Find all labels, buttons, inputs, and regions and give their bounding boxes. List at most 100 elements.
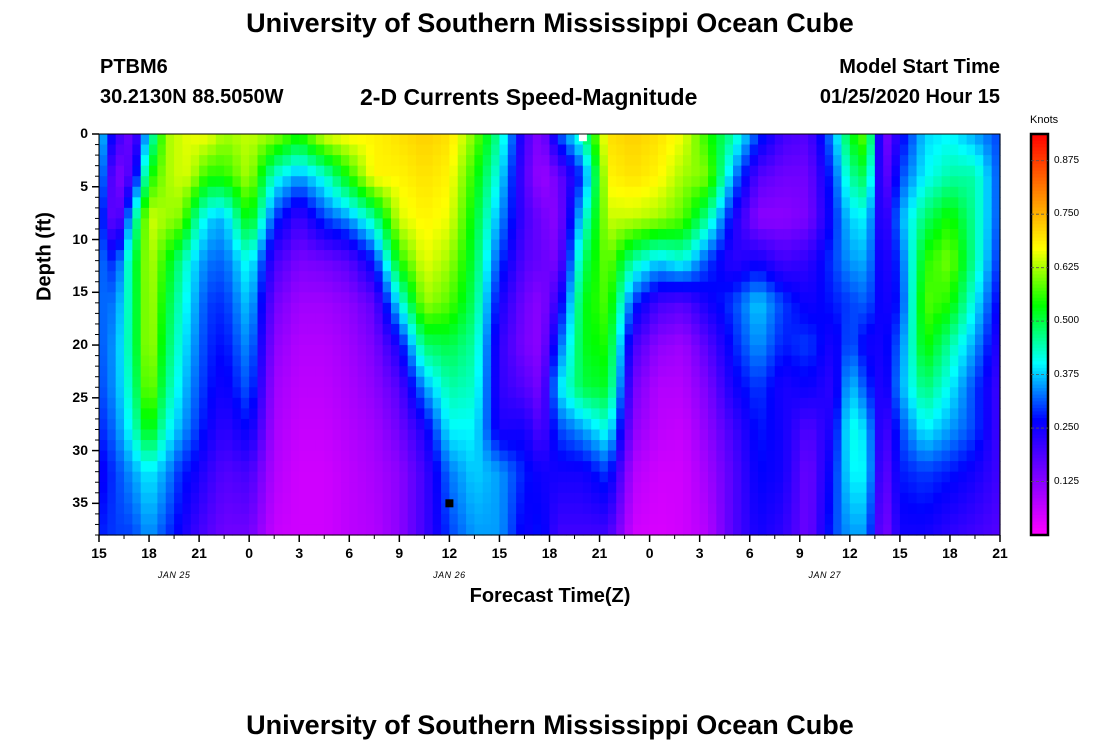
- heatmap-cell: [207, 450, 217, 462]
- heatmap-cell: [491, 345, 501, 357]
- heatmap-cell: [115, 176, 125, 188]
- heatmap-cell: [599, 387, 609, 399]
- heatmap-cell: [432, 345, 442, 357]
- heatmap-cell: [524, 144, 534, 156]
- heatmap-cell: [307, 397, 317, 409]
- heatmap-cell: [99, 471, 108, 483]
- heatmap-cell: [816, 197, 826, 209]
- heatmap-cell: [741, 345, 751, 357]
- heatmap-cell: [674, 228, 684, 241]
- heatmap-cell: [983, 418, 993, 431]
- heatmap-cell: [390, 186, 400, 198]
- heatmap-cell: [541, 524, 551, 536]
- heatmap-cell: [833, 429, 843, 441]
- heatmap-cell: [566, 408, 576, 420]
- heatmap-cell: [716, 302, 726, 314]
- heatmap-cell: [933, 176, 943, 188]
- heatmap-cell: [741, 281, 751, 293]
- heatmap-cell: [624, 429, 634, 441]
- heatmap-cell: [557, 429, 567, 441]
- heatmap-cell: [766, 471, 776, 483]
- heatmap-cell: [649, 397, 659, 409]
- heatmap-cell: [557, 418, 567, 431]
- heatmap-cell: [983, 429, 993, 441]
- colorbar-swatch: [1031, 194, 1048, 199]
- heatmap-cell: [874, 450, 884, 462]
- heatmap-cell: [432, 524, 442, 536]
- heatmap-cell: [607, 334, 617, 346]
- heatmap-cell: [582, 144, 592, 156]
- heatmap-cell: [140, 281, 150, 293]
- heatmap-cell: [215, 418, 225, 431]
- heatmap-cell: [274, 366, 284, 378]
- heatmap-cell: [799, 144, 809, 156]
- heatmap-cell: [315, 271, 325, 283]
- heatmap-cell: [641, 260, 651, 272]
- heatmap-cell: [566, 197, 576, 209]
- heatmap-cell: [424, 281, 434, 293]
- heatmap-cell: [774, 450, 784, 462]
- heatmap-cell: [708, 134, 717, 146]
- heatmap-cell: [582, 323, 592, 336]
- heatmap-cell: [265, 323, 275, 336]
- heatmap-cell: [382, 418, 392, 431]
- heatmap-cell: [816, 418, 826, 431]
- heatmap-cell: [274, 176, 284, 188]
- heatmap-cell: [315, 461, 325, 473]
- heatmap-cell: [549, 440, 559, 452]
- heatmap-cell: [332, 440, 342, 452]
- heatmap-cell: [407, 228, 417, 241]
- heatmap-cell: [491, 397, 501, 409]
- heatmap-cell: [107, 228, 117, 241]
- heatmap-cell: [808, 492, 818, 504]
- heatmap-cell: [933, 271, 943, 283]
- heatmap-cell: [516, 134, 526, 146]
- heatmap-cell: [716, 176, 726, 188]
- heatmap-cell: [708, 408, 717, 420]
- heatmap-cell: [883, 218, 893, 230]
- heatmap-cell: [883, 387, 893, 399]
- heatmap-cell: [858, 450, 868, 462]
- heatmap-cell: [841, 397, 851, 409]
- heatmap-cell: [624, 345, 634, 357]
- heatmap-cell: [124, 355, 133, 367]
- heatmap-cell: [549, 482, 559, 494]
- heatmap-cell: [315, 471, 325, 483]
- heatmap-cell: [357, 461, 367, 473]
- heatmap-cell: [841, 271, 851, 283]
- heatmap-cell: [741, 323, 751, 336]
- heatmap-cell: [599, 461, 609, 473]
- heatmap-cell: [449, 440, 459, 452]
- heatmap-cell: [165, 281, 175, 293]
- heatmap-cell: [441, 281, 450, 293]
- heatmap-cell: [799, 334, 809, 346]
- heatmap-cell: [557, 197, 567, 209]
- heatmap-cell: [199, 440, 209, 452]
- heatmap-cell: [165, 513, 175, 526]
- heatmap-cell: [140, 186, 150, 198]
- heatmap-cell: [324, 471, 334, 483]
- heatmap-cell: [674, 524, 684, 536]
- heatmap-cell: [991, 218, 1001, 230]
- heatmap-cell: [516, 513, 526, 526]
- heatmap-cell: [599, 408, 609, 420]
- heatmap-cell: [441, 461, 450, 473]
- heatmap-cell: [124, 323, 133, 336]
- heatmap-cell: [858, 186, 868, 198]
- heatmap-cell: [107, 165, 117, 177]
- heatmap-cell: [474, 239, 484, 251]
- heatmap-cell: [799, 292, 809, 304]
- heatmap-cell: [474, 260, 484, 272]
- colorbar-swatch: [1031, 471, 1048, 476]
- heatmap-cell: [958, 513, 968, 526]
- heatmap-cell: [265, 271, 275, 283]
- heatmap-cell: [657, 440, 667, 452]
- heatmap-cell: [666, 271, 676, 283]
- heatmap-cell: [282, 165, 292, 177]
- heatmap-cell: [599, 492, 609, 504]
- heatmap-cell: [666, 513, 676, 526]
- heatmap-cell: [824, 250, 834, 262]
- heatmap-cell: [382, 281, 392, 293]
- heatmap-cell: [824, 228, 834, 241]
- heatmap-cell: [783, 155, 793, 167]
